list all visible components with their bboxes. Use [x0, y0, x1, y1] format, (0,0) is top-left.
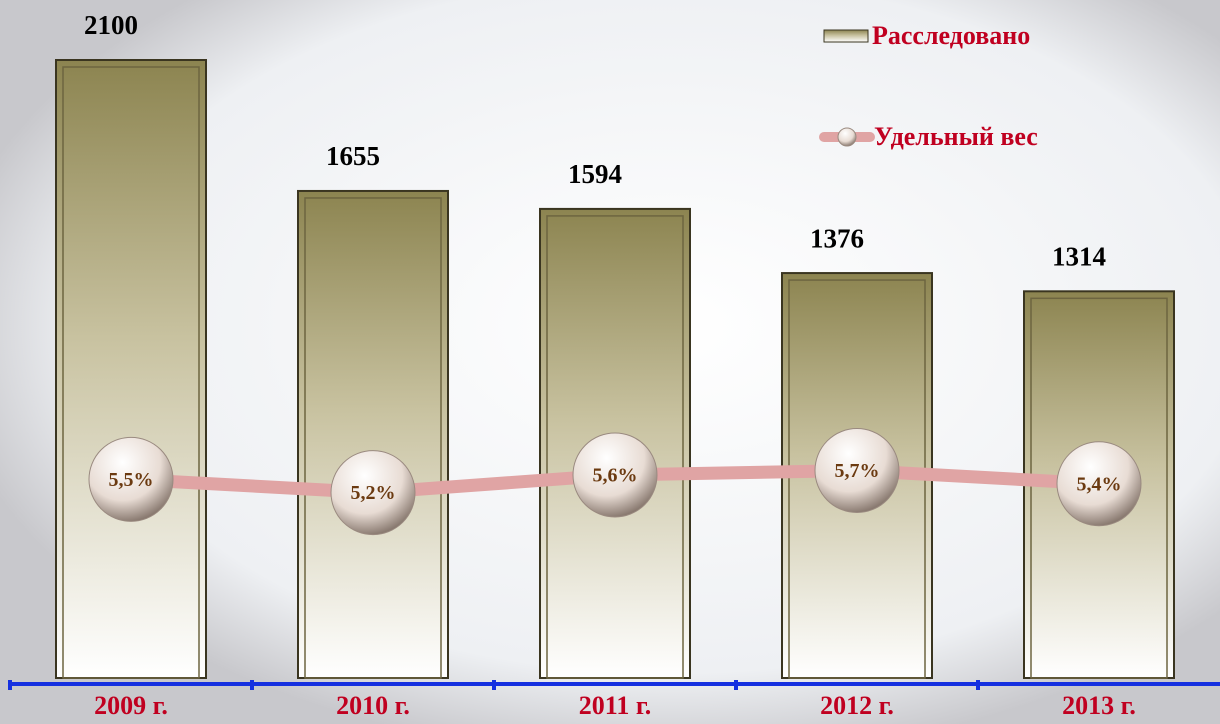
bar: [297, 189, 449, 679]
line-marker: [572, 432, 658, 518]
bar-value-label: 1314: [1052, 242, 1106, 272]
bar: [55, 59, 207, 679]
line-value-label: 5,7%: [835, 460, 880, 482]
bar-inner: [546, 215, 684, 679]
bar-value-label: 2100: [84, 10, 138, 40]
bar-inner: [1030, 297, 1168, 679]
line-marker: [1056, 441, 1142, 527]
line-value-label: 5,6%: [593, 465, 638, 487]
line-marker: [814, 428, 900, 514]
x-tick-label: 2013 г.: [1062, 691, 1136, 720]
x-tick-label: 2011 г.: [579, 691, 651, 720]
line-value-label: 5,5%: [109, 469, 154, 491]
x-tick-label: 2010 г.: [336, 691, 410, 720]
x-tick-label: 2012 г.: [820, 691, 894, 720]
bar-inner: [304, 197, 442, 679]
bar-inner: [62, 66, 200, 679]
line-value-label: 5,2%: [351, 482, 396, 504]
x-tick-label: 2009 г.: [94, 691, 168, 720]
legend-swatch-bar: [823, 29, 869, 43]
line-marker: [88, 436, 174, 522]
bar-value-label: 1655: [326, 141, 380, 171]
line-marker: [330, 450, 416, 536]
legend-label: Удельный вес: [874, 122, 1038, 151]
legend-label: Расследовано: [872, 21, 1030, 50]
bar-value-label: 1594: [568, 159, 622, 189]
bar-value-label: 1376: [810, 223, 864, 253]
legend-swatch-marker: [837, 127, 857, 147]
line-value-label: 5,4%: [1077, 473, 1122, 495]
